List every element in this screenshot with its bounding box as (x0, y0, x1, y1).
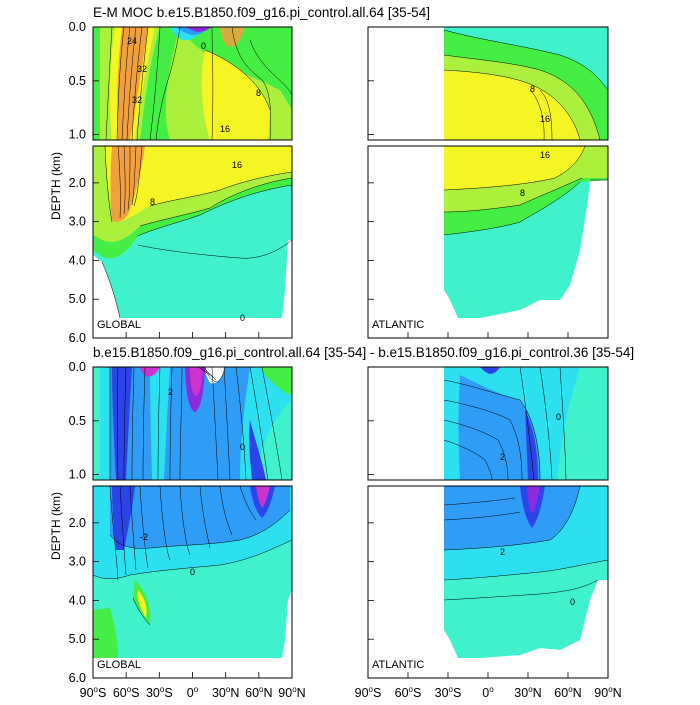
svg-text:8: 8 (530, 84, 535, 94)
top-atlantic-lower-panel: 16 8 (368, 146, 608, 338)
y-tick-label: 6.0 (69, 331, 86, 345)
svg-text:8: 8 (150, 197, 155, 207)
svg-text:32: 32 (137, 64, 147, 74)
y-tick-label: 5.0 (69, 632, 86, 646)
x-tick-label: 90oN (278, 685, 305, 700)
svg-text:32: 32 (132, 95, 142, 105)
svg-text:0: 0 (556, 412, 561, 422)
svg-text:2: 2 (500, 547, 505, 557)
bottom-atlantic-basin-label: ATLANTIC (372, 659, 424, 671)
svg-text:16: 16 (220, 124, 230, 134)
svg-text:0: 0 (240, 313, 245, 323)
y-tick-label: 0.5 (69, 74, 86, 88)
x-tick-label: 60oS (113, 685, 140, 700)
top-atlantic-upper-panel: 16 8 (368, 27, 608, 140)
bottom-title: b.e15.B1850.f09_g16.pi_control.all.64 [3… (93, 345, 634, 360)
y-tick-label: 0.0 (69, 360, 86, 374)
svg-text:8: 8 (520, 188, 525, 198)
y-tick-label: 4.0 (69, 253, 86, 267)
x-tick-label: 30oN (514, 685, 541, 700)
x-tick-label: 90oN (594, 685, 621, 700)
x-tick-label: 30oS (435, 685, 462, 700)
y-tick-label: 1.0 (69, 468, 86, 482)
svg-text:0: 0 (240, 442, 245, 452)
svg-text:0: 0 (190, 567, 195, 577)
y-tick-label: 0.5 (69, 414, 86, 428)
x-tick-label: 60oN (245, 685, 272, 700)
svg-text:-2: -2 (140, 532, 148, 542)
bottom-ylabel: DEPTH (km) (49, 492, 63, 560)
bottom-global-lower-panel: 0 -2 (93, 486, 292, 678)
bottom-atlantic-upper-panel: 2 0 (368, 367, 608, 480)
svg-text:0: 0 (570, 597, 575, 607)
y-tick-label: 1.0 (69, 128, 86, 142)
svg-text:0: 0 (201, 41, 206, 51)
svg-text:16: 16 (540, 114, 550, 124)
x-tick-label: 30oN (212, 685, 239, 700)
y-tick-label: 3.0 (69, 215, 86, 229)
x-tick-label: 0o (482, 685, 494, 700)
bottom-global-upper-panel: 2 0 (93, 367, 292, 480)
x-tick-label: 60oN (554, 685, 581, 700)
y-tick-label: 3.0 (69, 555, 86, 569)
x-tick-label: 0o (187, 685, 199, 700)
y-tick-label: 6.0 (69, 671, 86, 685)
bottom-global-basin-label: GLOBAL (97, 659, 141, 671)
x-tick-label: 30oS (146, 685, 173, 700)
top-global-lower-panel: 16 8 0 (93, 146, 292, 338)
y-ticks: 0.0 0.5 1.0 2.0 3.0 4.0 5.0 6.0 0.0 0.5 1.0 2.0 3.0 4… (69, 20, 374, 685)
top-atlantic-basin-label: ATLANTIC (372, 319, 424, 331)
y-tick-label: 5.0 (69, 292, 86, 306)
bottom-atlantic-lower-panel: 2 0 (368, 486, 608, 678)
x-ticks: 90oS 60oS 30oS 0o 30oN 60oN 90oN 90oS 60oS 30oS 0o… (80, 332, 622, 700)
svg-text:2: 2 (168, 387, 173, 397)
x-tick-label: 60oS (395, 685, 422, 700)
svg-text:16: 16 (540, 150, 550, 160)
svg-text:16: 16 (232, 160, 242, 170)
top-title: E-M MOC b.e15.B1850.f09_g16.pi_control.a… (93, 5, 430, 20)
top-ylabel: DEPTH (km) (49, 152, 63, 220)
y-tick-label: 0.0 (69, 20, 86, 34)
top-global-basin-label: GLOBAL (97, 319, 141, 331)
y-tick-label: 4.0 (69, 593, 86, 607)
y-tick-label: 2.0 (69, 516, 86, 530)
svg-text:2: 2 (500, 452, 505, 462)
x-tick-label: 90oS (355, 685, 382, 700)
svg-text:24: 24 (127, 36, 137, 46)
x-tick-label: 90oS (80, 685, 107, 700)
svg-text:8: 8 (256, 88, 261, 98)
top-global-upper-panel: 24 32 32 16 8 0 (93, 27, 292, 140)
y-tick-label: 2.0 (69, 176, 86, 190)
